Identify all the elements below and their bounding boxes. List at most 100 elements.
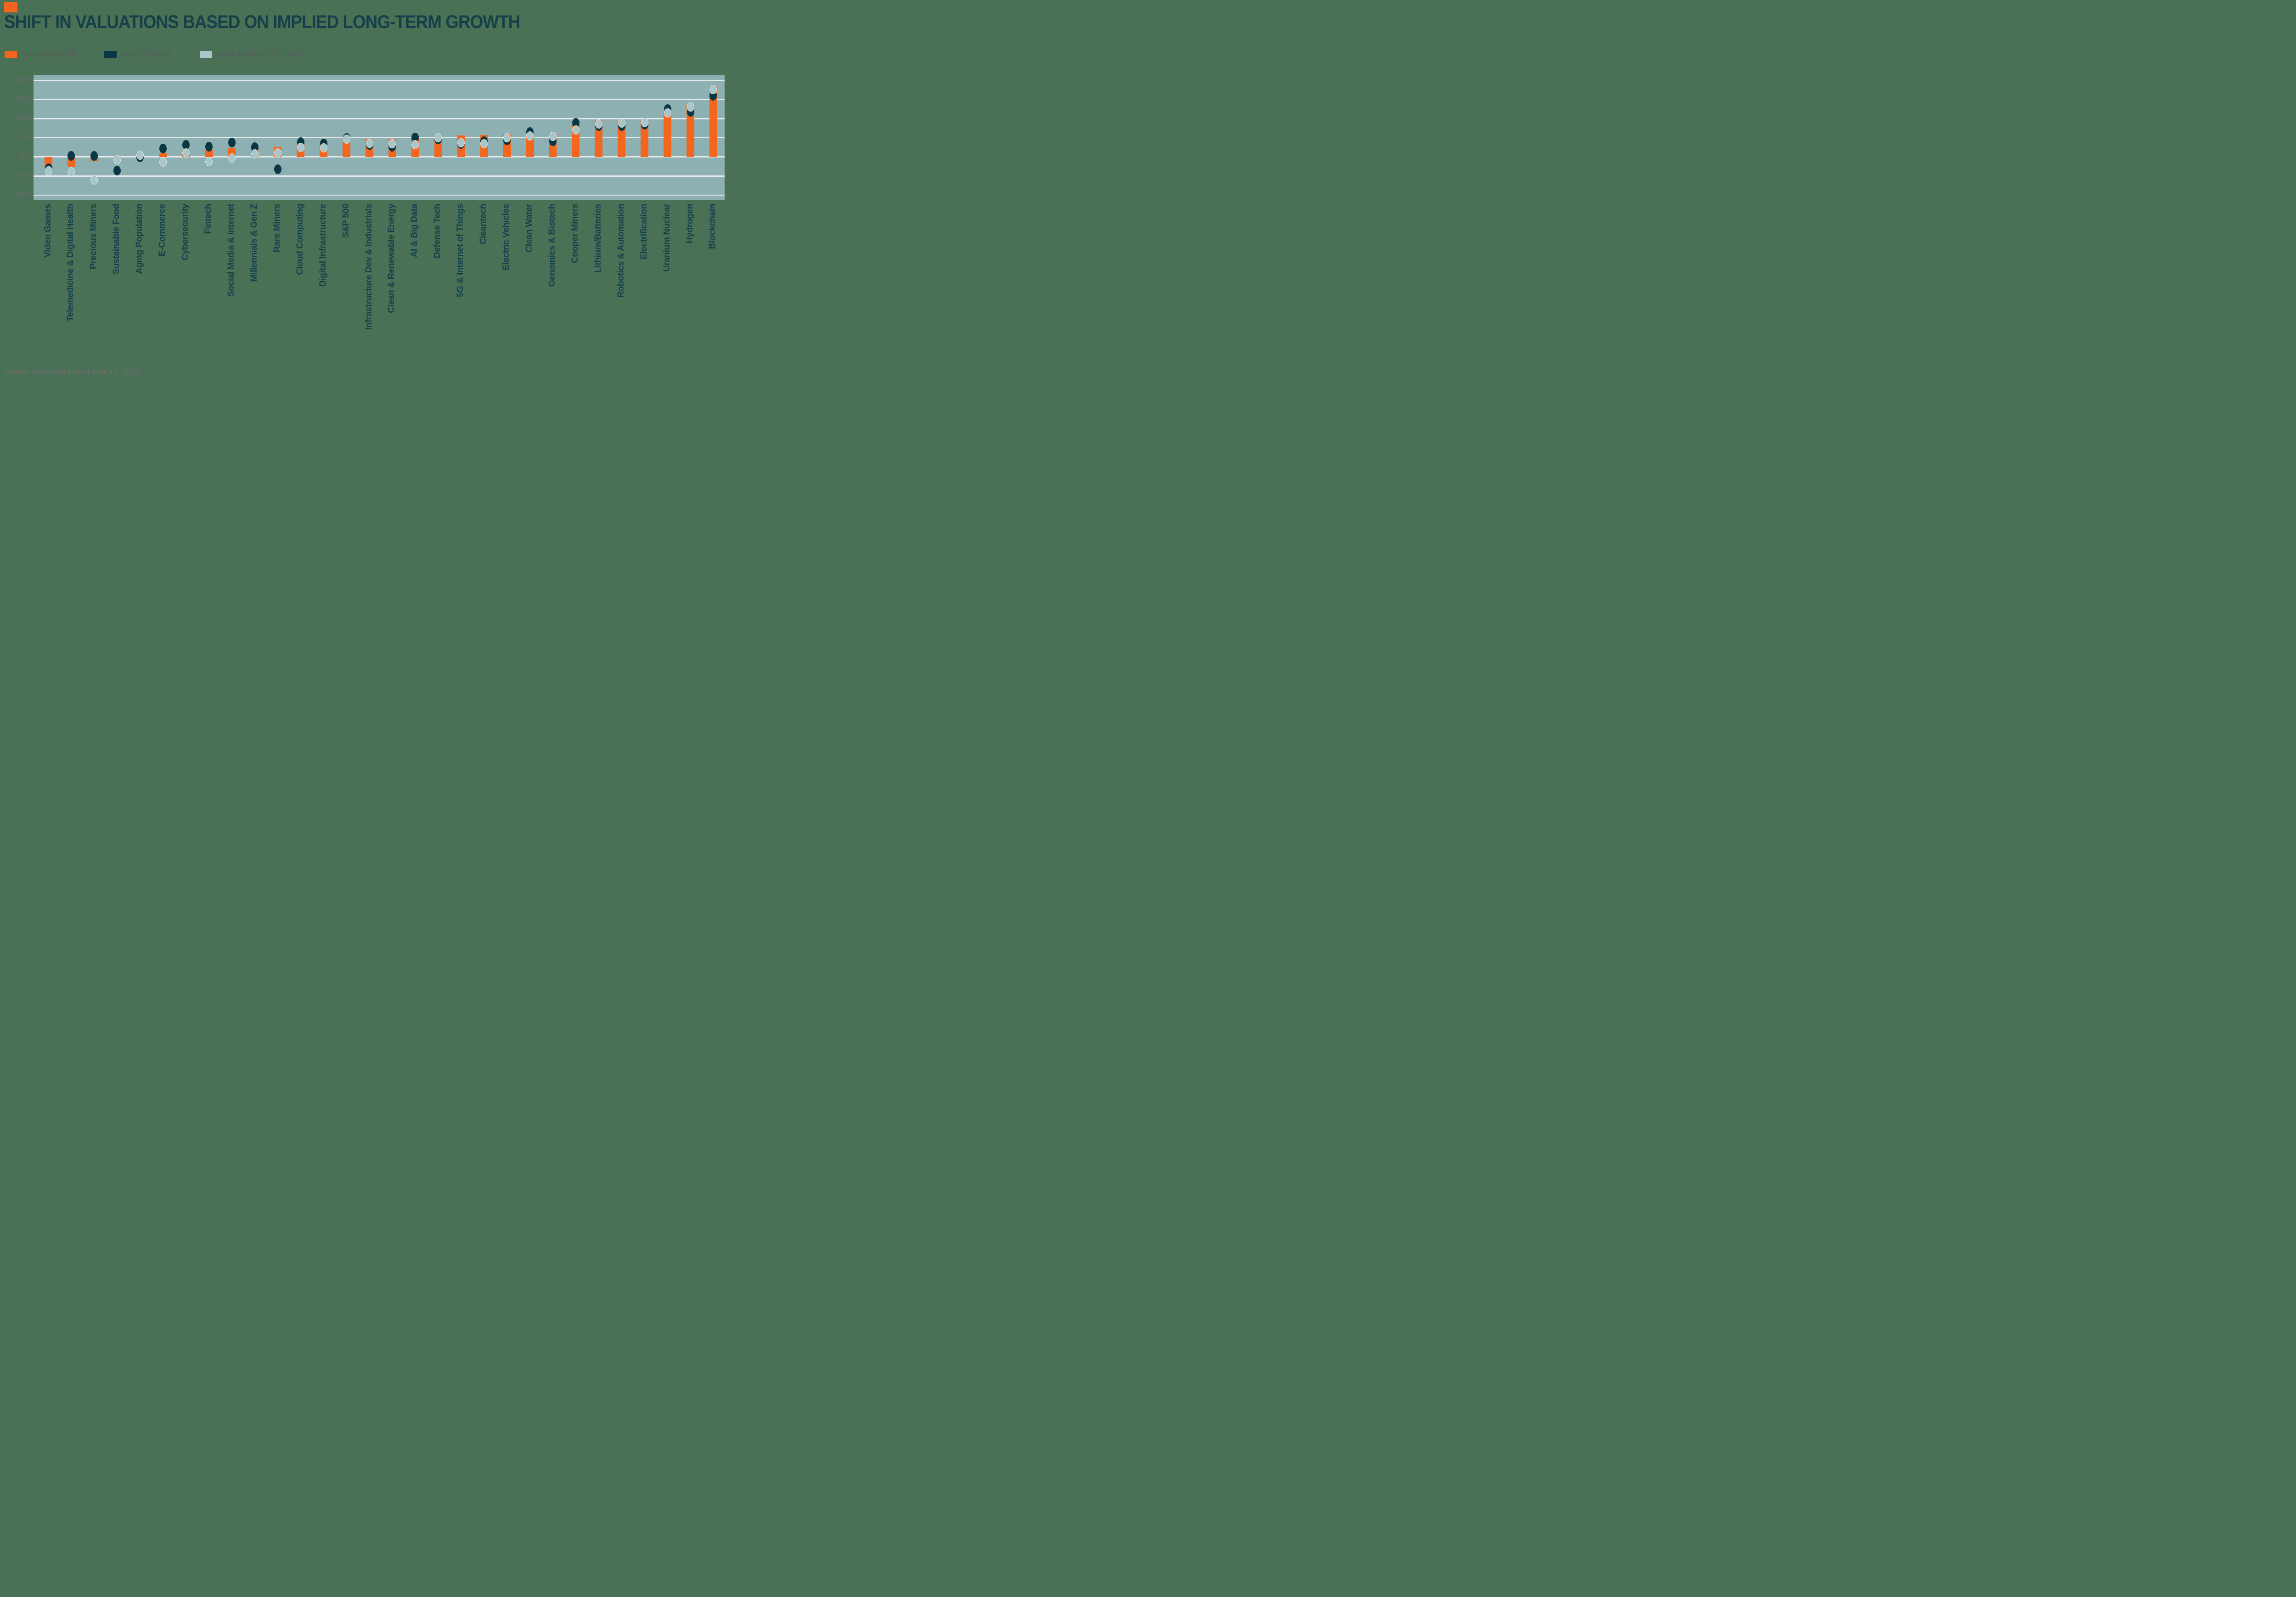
y-tick-label: 5%: [19, 133, 30, 141]
ytd-low-dot-Rare Miners: [274, 148, 281, 158]
x-label-cell: Clean Water: [524, 204, 535, 253]
x-label-Electric Vehicles: Electric Vehicles: [501, 204, 512, 270]
x-label-Lithium/Batteries: Lithium/Batteries: [593, 204, 603, 273]
x-label-Clean & Renewable Energy: Clean & Renewable Energy: [387, 204, 397, 313]
ytd-low-dot-Cybersecurity: [182, 148, 190, 158]
start-dot-Sustainable Food: [113, 166, 121, 176]
x-label-cell: Uranium Nuclear: [662, 204, 673, 272]
legend-item-ytd-low: As of 3/30/26 (YTD Low): [199, 50, 302, 59]
ytd-low-dot-Sustainable Food: [113, 155, 121, 165]
ytd-low-dot-Genomics & Biotech: [549, 131, 557, 141]
ytd-low-dot-Fintech: [205, 157, 213, 166]
x-label-Digital Infrastructure: Digital Infrastructure: [318, 204, 328, 287]
x-label-cell: Cloud Computing: [295, 204, 306, 275]
x-label-Electrification: Electrification: [639, 204, 649, 260]
ytd-low-dot-Social Media & Internet: [228, 153, 236, 163]
x-label-Clean Water: Clean Water: [524, 204, 535, 253]
x-axis-labels: Video Games Telemedicine & Digital Health…: [34, 204, 725, 374]
gridline-0: [34, 156, 725, 157]
x-label-cell: Precious Miners: [89, 204, 100, 269]
gridline-10: [34, 118, 725, 119]
bar-Electrification: [641, 120, 649, 157]
x-label-cell: 5G & Internet of Things: [456, 204, 467, 297]
x-label-cell: Genomics & Biotech: [547, 204, 558, 287]
x-label-Social Media & Internet: Social Media & Internet: [226, 204, 236, 297]
ytd-low-dot-Blockchain: [709, 84, 717, 94]
x-label-Sustainable Food: Sustainable Food: [112, 204, 122, 275]
x-label-Uranium Nuclear: Uranium Nuclear: [662, 204, 672, 272]
ytd-low-dot-Video Games: [45, 166, 52, 175]
start-dot-Fintech: [205, 141, 213, 152]
x-label-Precious Miners: Precious Miners: [89, 204, 99, 270]
x-label-cell: Robotics & Automation: [616, 204, 627, 298]
x-label-E-Commerce: E-Commerce: [158, 204, 168, 257]
ytd-low-dot-Electrification: [641, 118, 648, 127]
ytd-low-dot-Aging Population: [136, 151, 144, 160]
x-label-cell: Lithium/Batteries: [593, 204, 604, 273]
ytd-low-dot-Hydrogen: [687, 102, 694, 112]
x-label-Rare Miners: Rare Miners: [272, 204, 282, 253]
x-label-cell: Infrastructure Dev & Industrials: [364, 204, 375, 330]
plot-area: [34, 75, 725, 200]
y-tick-label: 20%: [15, 75, 30, 84]
bar-Hydrogen: [687, 105, 695, 157]
x-label-cell: Millennials & Gen Z: [249, 204, 260, 282]
start-dot-Social Media & Internet: [228, 138, 236, 148]
x-label-Cleantech: Cleantech: [478, 204, 489, 245]
x-label-cell: Rare Miners: [272, 204, 283, 252]
legend-swatch-orange: [5, 51, 17, 58]
ytd-low-dot-Uranium Nuclear: [664, 108, 671, 118]
y-tick-label: 10%: [15, 114, 30, 123]
x-label-cell: Hydrogen: [685, 204, 696, 243]
x-label-cell: Blockchain: [708, 204, 719, 249]
bar-Fintech: [205, 149, 213, 157]
x-label-cell: Fintech: [203, 204, 214, 234]
ytd-low-dot-5G & Internet of Things: [457, 138, 465, 147]
ytd-low-dot-Telemedicine & Digital Health: [68, 167, 75, 177]
x-label-Fintech: Fintech: [203, 204, 213, 234]
ytd-low-dot-E-Commerce: [159, 157, 167, 167]
x-label-cell: E-Commerce: [158, 204, 169, 256]
ytd-low-dot-Defense Tech: [434, 133, 442, 142]
x-label-cell: Telemedicine & Digital Health: [66, 204, 77, 321]
y-tick-label: 0%: [19, 152, 30, 161]
y-axis-labels: 20% 15% 10% 5% 0% -5% -10%: [0, 75, 30, 200]
legend-label: As of 3/30/26 (YTD Low): [216, 50, 302, 58]
x-label-cell: Cybersecurity: [180, 204, 191, 260]
x-label-Cybersecurity: Cybersecurity: [180, 204, 191, 260]
gridline-20: [34, 79, 725, 81]
ytd-low-dot-Cooper Miners: [572, 125, 580, 135]
legend-swatch-navy: [104, 51, 117, 58]
bar-Uranium Nuclear: [664, 110, 672, 157]
ytd-low-dot-Precious Miners: [90, 175, 98, 185]
x-label-cell: S&P 500: [341, 204, 352, 238]
y-tick-label: -10%: [12, 191, 30, 199]
ytd-low-dot-Robotics & Automation: [618, 118, 625, 128]
legend-item-start-of-year: As of 1/2/2026: [104, 50, 171, 59]
start-dot-Cybersecurity: [182, 140, 190, 150]
x-label-cell: Clean & Renewable Energy: [387, 204, 398, 313]
x-label-cell: Digital Infrastructure: [318, 204, 329, 287]
bar-S&P 500: [343, 141, 351, 157]
start-dot-Cooper Miners: [572, 118, 580, 128]
x-label-Video Games: Video Games: [43, 204, 53, 258]
start-dot-AI & Big Data: [411, 132, 419, 142]
x-label-Telemedicine & Digital Health: Telemedicine & Digital Health: [66, 204, 76, 321]
x-label-Infrastructure Dev & Industrials: Infrastructure Dev & Industrials: [364, 204, 374, 330]
gridline-15: [34, 99, 725, 100]
legend-label: As of 4/26/2026: [21, 50, 76, 58]
x-label-Defense Tech: Defense Tech: [433, 204, 443, 259]
gridline--10: [34, 194, 725, 196]
x-label-cell: Electrification: [639, 204, 650, 259]
page-title: SHIFT IN VALUATIONS BASED ON IMPLIED LON…: [4, 12, 520, 32]
x-label-Cooper Miners: Cooper Miners: [570, 204, 580, 264]
ytd-low-dot-Infrastructure Dev & Industrials: [366, 138, 373, 148]
ytd-low-dot-Lithium/Batteries: [595, 119, 602, 129]
x-label-Robotics & Automation: Robotics & Automation: [616, 204, 626, 298]
x-label-Blockchain: Blockchain: [708, 204, 718, 249]
x-label-S&P 500: S&P 500: [341, 204, 351, 238]
x-label-Cloud Computing: Cloud Computing: [295, 204, 305, 275]
x-label-cell: Social Media & Internet: [226, 204, 237, 297]
x-label-Millennials & Gen Z: Millennials & Gen Z: [249, 204, 259, 282]
legend-label: As of 1/2/2026: [121, 50, 171, 58]
